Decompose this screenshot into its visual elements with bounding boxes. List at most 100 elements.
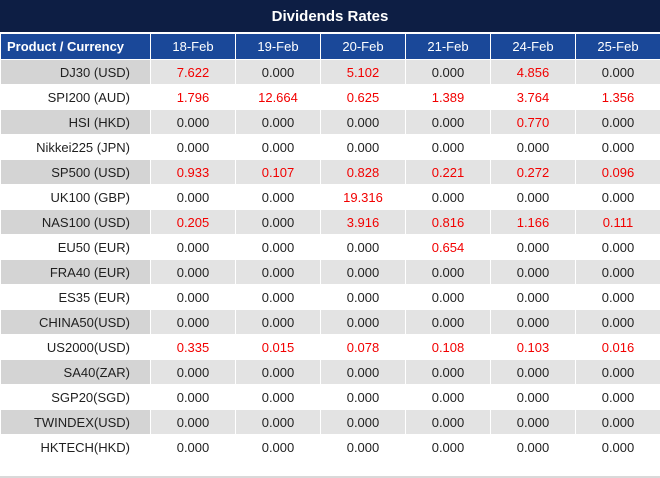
product-label: SGP20(SGD) bbox=[0, 384, 151, 410]
rate-value: 0.654 bbox=[405, 234, 491, 260]
rate-value: 0.000 bbox=[150, 109, 236, 135]
rate-value: 0.000 bbox=[405, 359, 491, 385]
rate-value: 0.000 bbox=[490, 184, 576, 210]
rate-value: 0.000 bbox=[235, 184, 321, 210]
rate-value: 0.000 bbox=[235, 109, 321, 135]
rate-value: 0.000 bbox=[150, 234, 236, 260]
rate-value: 5.102 bbox=[320, 59, 406, 85]
rate-value: 0.000 bbox=[575, 134, 660, 160]
rate-value: 0.000 bbox=[490, 384, 576, 410]
rate-value: 0.000 bbox=[320, 284, 406, 310]
rate-value: 0.000 bbox=[150, 359, 236, 385]
rate-value: 0.108 bbox=[405, 334, 491, 360]
product-label: SPI200 (AUD) bbox=[0, 84, 151, 110]
product-label: SP500 (USD) bbox=[0, 159, 151, 185]
table-row: ES35 (EUR) 0.000 0.000 0.000 0.000 0.000 0.000 bbox=[0, 284, 660, 310]
rate-value: 0.000 bbox=[575, 384, 660, 410]
rate-value: 0.000 bbox=[575, 184, 660, 210]
table-row: Nikkei225 (JPN) 0.000 0.000 0.000 0.000 0.000… bbox=[0, 134, 660, 160]
rate-value: 0.000 bbox=[575, 259, 660, 285]
rate-value: 0.000 bbox=[320, 234, 406, 260]
rate-value: 0.000 bbox=[150, 259, 236, 285]
rate-value: 0.000 bbox=[490, 359, 576, 385]
rate-value: 0.000 bbox=[235, 134, 321, 160]
table-row: SA40(ZAR) 0.000 0.000 0.000 0.000 0.000 0.000 bbox=[0, 359, 660, 385]
product-label: HKTECH(HKD) bbox=[0, 434, 151, 460]
rate-value: 0.625 bbox=[320, 84, 406, 110]
rate-value: 0.000 bbox=[235, 209, 321, 235]
rate-value: 0.000 bbox=[490, 134, 576, 160]
rate-value: 0.000 bbox=[320, 384, 406, 410]
rate-value: 0.000 bbox=[490, 434, 576, 460]
column-header-date: 20-Feb bbox=[320, 33, 406, 60]
product-label: TWINDEX(USD) bbox=[0, 409, 151, 435]
rate-value: 0.000 bbox=[405, 184, 491, 210]
rate-value: 0.272 bbox=[490, 159, 576, 185]
rate-value: 0.111 bbox=[575, 209, 660, 235]
rate-value: 0.000 bbox=[575, 284, 660, 310]
product-label: UK100 (GBP) bbox=[0, 184, 151, 210]
rate-value: 0.096 bbox=[575, 159, 660, 185]
rate-value: 0.000 bbox=[320, 259, 406, 285]
rate-value: 0.107 bbox=[235, 159, 321, 185]
product-label: SA40(ZAR) bbox=[0, 359, 151, 385]
rate-value: 0.000 bbox=[405, 434, 491, 460]
product-label: NAS100 (USD) bbox=[0, 209, 151, 235]
rate-value: 0.000 bbox=[235, 384, 321, 410]
rate-value: 0.000 bbox=[575, 59, 660, 85]
rate-value: 0.015 bbox=[235, 334, 321, 360]
rate-value: 0.000 bbox=[235, 59, 321, 85]
rate-value: 0.000 bbox=[405, 384, 491, 410]
column-header-date: 25-Feb bbox=[575, 33, 660, 60]
table-row: HKTECH(HKD) 0.000 0.000 0.000 0.000 0.000 0.00… bbox=[0, 434, 660, 460]
product-label: DJ30 (USD) bbox=[0, 59, 151, 85]
rate-value: 0.335 bbox=[150, 334, 236, 360]
rate-value: 1.389 bbox=[405, 84, 491, 110]
rate-value: 0.000 bbox=[490, 309, 576, 335]
column-header-product-currency: Product / Currency bbox=[0, 33, 151, 60]
table-row: SGP20(SGD) 0.000 0.000 0.000 0.000 0.000 0.000 bbox=[0, 384, 660, 410]
rate-value: 19.316 bbox=[320, 184, 406, 210]
rate-value: 0.000 bbox=[320, 109, 406, 135]
rate-value: 0.221 bbox=[405, 159, 491, 185]
rate-value: 7.622 bbox=[150, 59, 236, 85]
rate-value: 0.000 bbox=[150, 384, 236, 410]
table-title: Dividends Rates bbox=[0, 0, 660, 33]
rate-value: 0.000 bbox=[320, 434, 406, 460]
table-row: EU50 (EUR) 0.000 0.000 0.000 0.654 0.000 0.000 bbox=[0, 234, 660, 260]
rate-value: 0.000 bbox=[575, 409, 660, 435]
rate-value: 0.000 bbox=[235, 309, 321, 335]
rate-value: 0.000 bbox=[405, 309, 491, 335]
rate-value: 0.000 bbox=[320, 309, 406, 335]
rate-value: 0.000 bbox=[235, 359, 321, 385]
table-row: CHINA50(USD) 0.000 0.000 0.000 0.000 0.000 0.0… bbox=[0, 309, 660, 335]
rate-value: 0.000 bbox=[490, 259, 576, 285]
rate-value: 3.764 bbox=[490, 84, 576, 110]
rate-value: 0.770 bbox=[490, 109, 576, 135]
rate-value: 0.000 bbox=[575, 234, 660, 260]
rate-value: 0.000 bbox=[405, 409, 491, 435]
rate-value: 0.933 bbox=[150, 159, 236, 185]
rate-value: 0.000 bbox=[405, 59, 491, 85]
rate-value: 0.000 bbox=[235, 259, 321, 285]
rate-value: 0.000 bbox=[490, 284, 576, 310]
rate-value: 0.000 bbox=[235, 409, 321, 435]
table-row: SP500 (USD) 0.933 0.107 0.828 0.221 0.272 0.09… bbox=[0, 159, 660, 185]
table-row: US2000(USD) 0.335 0.015 0.078 0.108 0.103 0.01… bbox=[0, 334, 660, 360]
rate-value: 0.000 bbox=[235, 234, 321, 260]
table-row: DJ30 (USD) 7.622 0.000 5.102 0.000 4.856 0.000 bbox=[0, 59, 660, 85]
column-header-date: 18-Feb bbox=[150, 33, 236, 60]
rate-value: 1.796 bbox=[150, 84, 236, 110]
rate-value: 0.000 bbox=[490, 409, 576, 435]
table-row: UK100 (GBP) 0.000 0.000 19.316 0.000 0.000 0.0… bbox=[0, 184, 660, 210]
rate-value: 0.205 bbox=[150, 209, 236, 235]
column-header-date: 24-Feb bbox=[490, 33, 576, 60]
rate-value: 0.000 bbox=[150, 184, 236, 210]
rate-value: 0.103 bbox=[490, 334, 576, 360]
rate-value: 0.016 bbox=[575, 334, 660, 360]
table-row: NAS100 (USD) 0.205 0.000 3.916 0.816 1.166 0.1… bbox=[0, 209, 660, 235]
product-label: CHINA50(USD) bbox=[0, 309, 151, 335]
rate-value: 0.000 bbox=[150, 284, 236, 310]
table-row: SPI200 (AUD) 1.796 12.664 0.625 1.389 3.764 1.… bbox=[0, 84, 660, 110]
rate-value: 3.916 bbox=[320, 209, 406, 235]
